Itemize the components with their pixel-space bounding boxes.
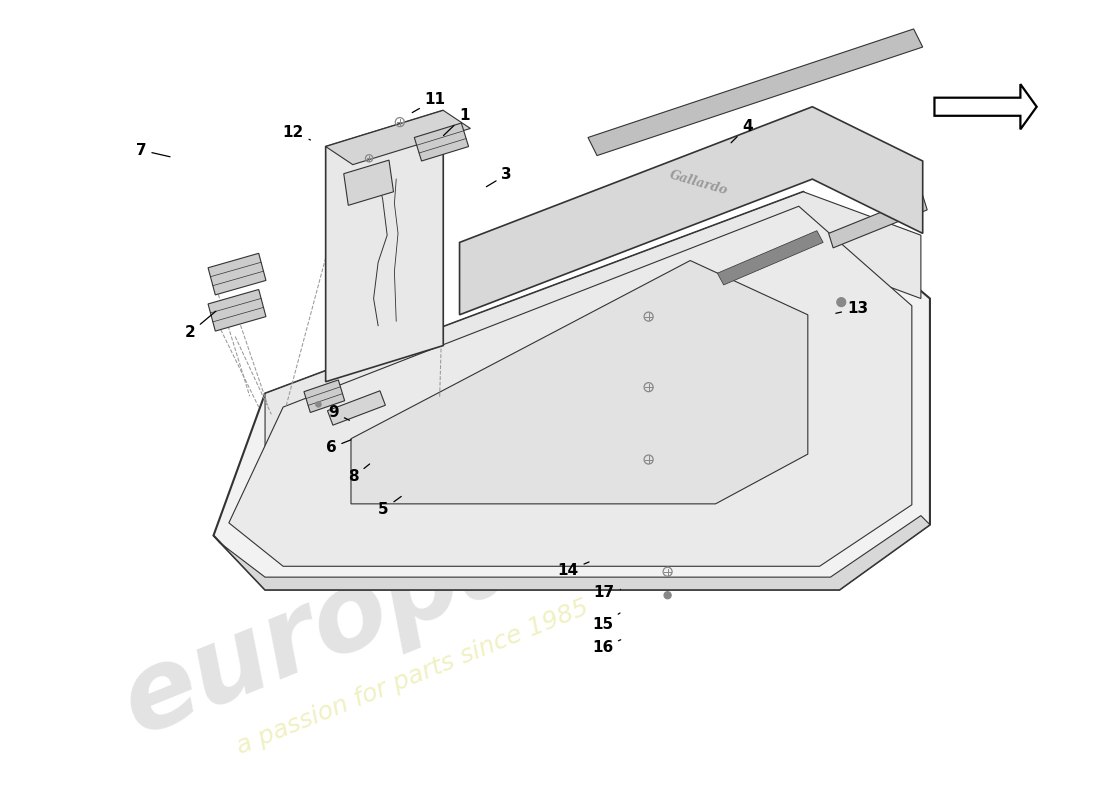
Polygon shape [328, 390, 385, 425]
Circle shape [316, 402, 321, 407]
Polygon shape [460, 106, 923, 315]
Polygon shape [213, 516, 930, 590]
Circle shape [837, 298, 846, 306]
Text: 4: 4 [732, 119, 752, 142]
Polygon shape [828, 195, 927, 248]
Polygon shape [351, 261, 807, 504]
Text: 7: 7 [135, 142, 170, 158]
Text: Gallardo: Gallardo [669, 169, 730, 198]
Text: a passion for parts since 1985: a passion for parts since 1985 [233, 595, 593, 759]
Polygon shape [208, 290, 266, 331]
Polygon shape [326, 110, 471, 165]
Text: 15: 15 [592, 613, 620, 632]
Text: 12: 12 [283, 125, 310, 140]
Text: 8: 8 [349, 464, 370, 484]
Polygon shape [265, 192, 921, 457]
Circle shape [664, 592, 671, 599]
Text: europarts: europarts [107, 434, 702, 757]
Polygon shape [213, 192, 930, 590]
Text: 3: 3 [486, 167, 512, 186]
Polygon shape [588, 29, 923, 155]
Polygon shape [326, 110, 443, 382]
Text: 16: 16 [592, 640, 620, 655]
Text: 9: 9 [329, 405, 350, 420]
Polygon shape [415, 123, 469, 161]
Text: 1: 1 [443, 108, 470, 135]
Text: 6: 6 [326, 440, 351, 455]
Text: 17: 17 [594, 585, 620, 600]
Polygon shape [229, 206, 912, 566]
Polygon shape [304, 380, 344, 413]
Polygon shape [935, 84, 1036, 130]
Polygon shape [717, 230, 823, 285]
Text: 14: 14 [558, 562, 590, 578]
Polygon shape [344, 160, 394, 206]
Text: 5: 5 [378, 497, 402, 517]
Text: 11: 11 [412, 92, 446, 113]
Text: 13: 13 [836, 301, 868, 316]
Polygon shape [208, 254, 266, 295]
Text: 2: 2 [185, 311, 216, 340]
